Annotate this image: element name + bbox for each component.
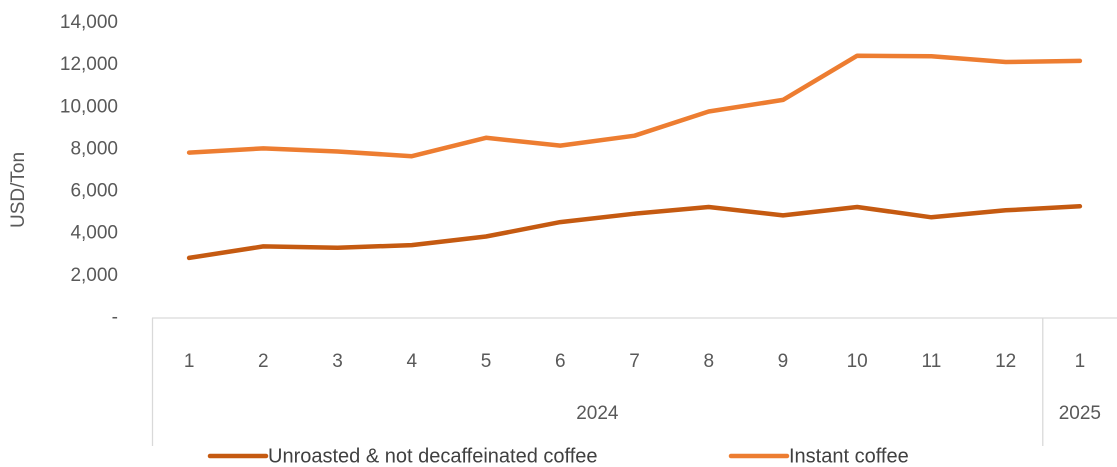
series-lines [186,53,1083,261]
x-tick-label: 1 [184,351,195,372]
x-tick-label: 4 [407,351,418,372]
x-group-label: 2025 [1059,403,1101,424]
series-line [186,204,1083,261]
series-line [186,53,1083,159]
y-tick-label: 10,000 [60,96,118,117]
x-tick-label: 9 [778,351,789,372]
y-tick-label: 14,000 [60,12,118,33]
x-tick-label: 6 [555,351,566,372]
y-tick-label: - [112,307,118,328]
y-tick-label: 4,000 [70,223,118,244]
legend-label: Unroasted & not decaffeinated coffee [268,445,598,467]
x-tick-label: 2 [258,351,269,372]
legend: Unroasted & not decaffeinated coffee Inst… [207,445,909,467]
y-axis-ticks: - 2,000 4,000 6,000 8,000 10,000 12,000 14,000 [60,12,118,328]
y-axis-title: USD/Ton [8,152,29,228]
y-tick-label: 6,000 [70,181,118,202]
y-tick-label: 2,000 [70,265,118,286]
x-tick-label: 10 [847,351,868,372]
x-group-label: 2024 [576,403,619,424]
legend-label: Instant coffee [789,445,909,467]
x-tick-label: 11 [922,351,942,372]
y-tick-label: 8,000 [70,138,118,159]
x-tick-label: 8 [703,351,714,372]
x-tick-label: 7 [629,351,640,372]
y-tick-label: 12,000 [60,54,118,75]
x-tick-label: 1 [1075,351,1086,372]
x-tick-label: 5 [481,351,492,372]
x-tick-label: 3 [332,351,343,372]
x-tick-label: 12 [995,351,1016,372]
